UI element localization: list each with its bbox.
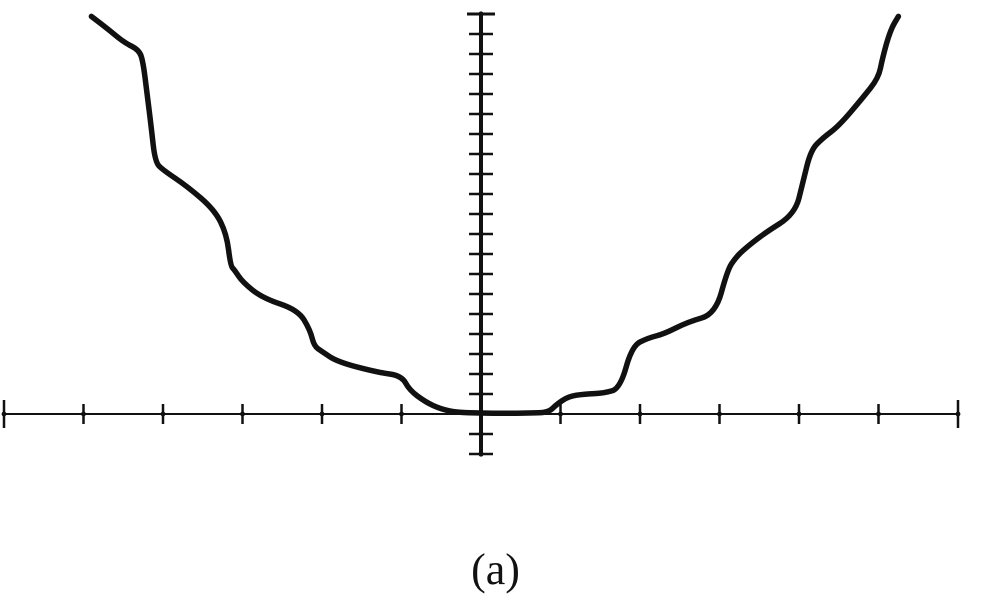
y-tick-dot — [478, 231, 484, 237]
y-tick-dot — [478, 51, 484, 57]
y-tick-dot — [478, 391, 484, 397]
y-tick-dot — [478, 371, 484, 377]
y-tick-dot — [478, 171, 484, 177]
x-tick-dot — [876, 411, 881, 417]
plot-area — [88, 13, 902, 416]
x-tick-dot — [558, 411, 563, 417]
x-tick-dot — [160, 411, 166, 417]
ticks-group — [1, 11, 961, 457]
y-tick-dot — [478, 311, 484, 317]
y-tick-dot — [478, 431, 484, 437]
y-tick-dot — [478, 91, 484, 97]
x-tick-dot — [1, 411, 7, 417]
y-tick-dot — [478, 451, 484, 457]
x-tick-dot — [717, 411, 722, 417]
x-tick-dot — [81, 411, 86, 417]
series-line-0 — [88, 13, 902, 416]
y-tick-dot — [478, 251, 484, 257]
x-tick-dot — [796, 411, 802, 417]
x-tick-dot — [319, 411, 325, 417]
y-tick-dot — [478, 71, 484, 77]
x-tick-dot — [637, 411, 643, 417]
y-tick-dot — [478, 111, 484, 117]
x-tick-dot — [955, 411, 961, 417]
figure-caption: (a) — [471, 545, 520, 594]
y-tick-dot — [478, 211, 484, 217]
y-tick-dot — [478, 131, 484, 137]
y-tick-dot — [478, 191, 484, 197]
y-tick-dot — [478, 331, 484, 337]
y-tick-dot — [478, 151, 484, 157]
y-tick-dot — [478, 271, 484, 277]
y-tick-dot — [478, 31, 484, 37]
y-tick-dot — [478, 291, 484, 297]
x-tick-dot — [240, 411, 245, 417]
y-tick-dot — [478, 351, 484, 357]
x-tick-dot — [399, 411, 404, 417]
